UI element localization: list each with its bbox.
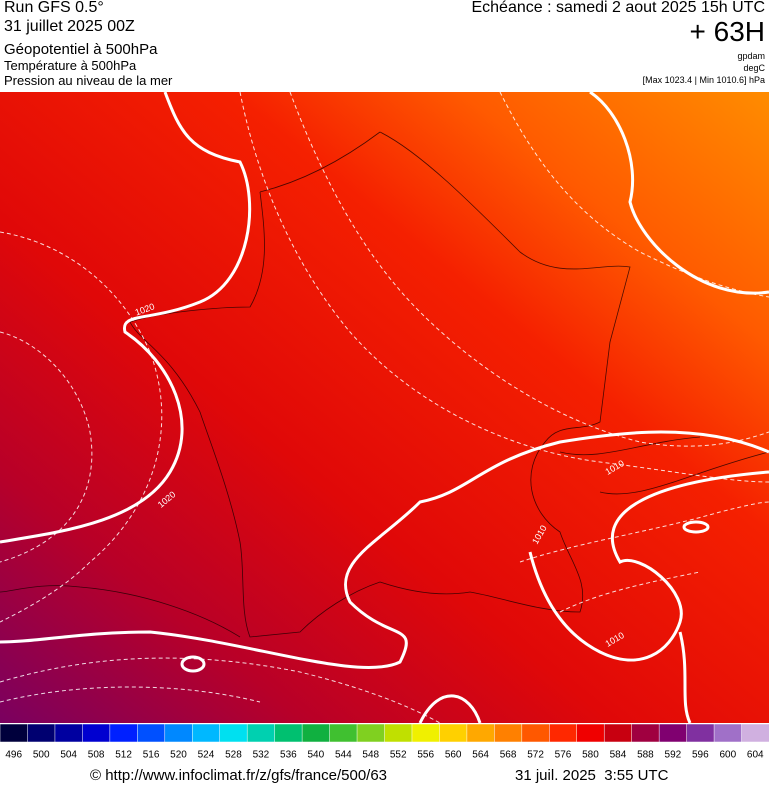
colorbar-label: 540 [307,750,324,761]
colorbar-cell [631,724,660,743]
colorbar-cell [137,724,166,743]
colorbar-label: 500 [33,750,50,761]
colorbar-label: 548 [362,750,379,761]
colorbar-cell [274,724,303,743]
colorbar-label: 568 [500,750,517,761]
unit: gpdam [737,51,765,61]
colorbar-label: 584 [610,750,627,761]
colorbar-label: 496 [5,750,22,761]
colorbar-cell [741,724,769,743]
colorbar-cell [82,724,111,743]
colorbar-label: 552 [390,750,407,761]
colorbar-label: 600 [719,750,736,761]
colorbar-cell [549,724,578,743]
colorbar-cell [686,724,715,743]
colorbar-label: 516 [143,750,160,761]
colorbar-cell [301,724,331,743]
colorbar-label: 536 [280,750,297,761]
field-label: Géopotentiel à 500hPa [4,41,158,58]
colorbar-label: 560 [445,750,462,761]
isobars [0,92,769,723]
colorbar-cell [246,724,276,743]
colorbar-label: 544 [335,750,352,761]
colorbar-cell [219,724,248,743]
colorbar-label: 508 [88,750,105,761]
colorbar-label: 588 [637,750,654,761]
colorbar-label: 572 [527,750,544,761]
range: [Max 1023.4 | Min 1010.6] hPa [642,75,765,85]
echeance: Echéance : samedi 2 aout 2025 15h UTC [471,0,765,16]
colorbar-cell [494,724,523,743]
colorbar-cell [713,724,743,743]
colorbar-cell [192,724,221,743]
run-label: Run GFS 0.5° [4,0,104,16]
colorbar-cell [0,724,29,743]
generation-time: 31 juil. 2025 3:55 UTC [515,767,669,784]
field-label: Température à 500hPa [4,58,137,73]
source-url: © http://www.infoclimat.fr/z/gfs/france/… [90,767,388,784]
colorbar-label: 524 [198,750,215,761]
colorbar-cell [164,724,194,743]
colorbar-label: 592 [665,750,682,761]
colorbar-label: 596 [692,750,709,761]
run-date: 31 juillet 2025 00Z [4,18,135,35]
colorbar-label: 528 [225,750,242,761]
colorbar-cell [384,724,413,743]
colorbar-cell [658,724,688,743]
colorbar-cell [356,724,386,743]
colorbar-cell [603,724,633,743]
coastline [0,131,769,638]
colorbar: 496 500 504 508 512 516 520 524 528 532 536 540 544 5… [0,724,769,761]
colorbar-label: 520 [170,750,187,761]
colorbar-label: 532 [253,750,270,761]
colorbar-label: 504 [60,750,77,761]
lead-time: + 63H [689,16,766,47]
unit: degC [743,63,765,73]
colorbar-cell [576,724,605,743]
colorbar-label: 604 [747,750,764,761]
colorbar-cell [521,724,551,743]
colorbar-cell [411,724,441,743]
isotherms [0,92,769,723]
colorbar-label: 564 [472,750,489,761]
field-label: Pression au niveau de la mer [4,73,173,88]
colorbar-cell [329,724,358,743]
colorbar-label: 576 [555,750,572,761]
colorbar-label: 512 [115,750,132,761]
temperature-field [0,92,769,723]
colorbar-cell [27,724,56,743]
colorbar-cell [109,724,139,743]
colorbar-cell [54,724,84,743]
colorbar-cell [439,724,468,743]
colorbar-label: 580 [582,750,599,761]
colorbar-label: 556 [417,750,434,761]
colorbar-cell [466,724,496,743]
